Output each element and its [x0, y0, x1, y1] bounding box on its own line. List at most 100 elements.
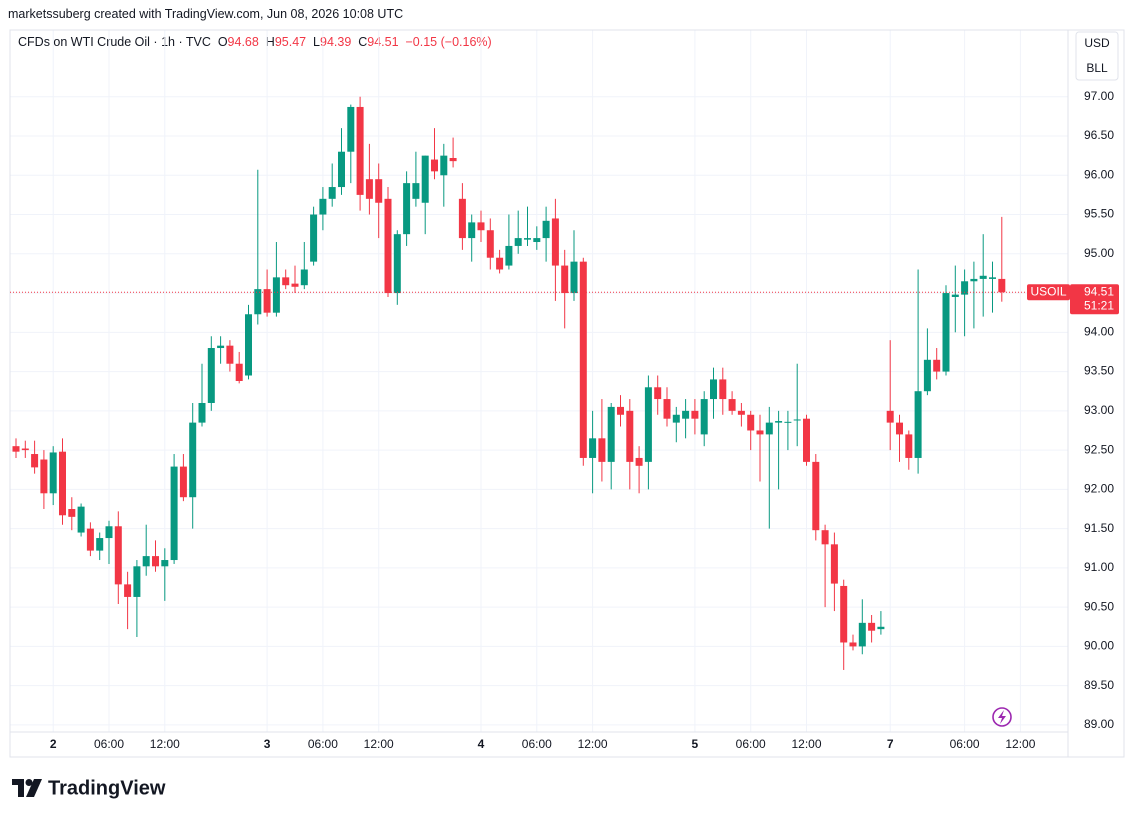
candle-body: [710, 379, 717, 400]
candle-body: [114, 526, 122, 585]
o-label: O: [217, 35, 228, 49]
change: −0.15 (−0.16%): [405, 35, 492, 49]
icon-circle[interactable]: [992, 707, 1012, 727]
candle-body: [905, 434, 913, 458]
candle-body: [152, 556, 159, 567]
price-tag: [1070, 284, 1119, 315]
candle-body: [245, 314, 252, 376]
candle-body: [77, 506, 85, 533]
candle-body: [403, 183, 411, 235]
candle-body: [310, 214, 318, 262]
candle-body: [626, 410, 634, 462]
candle-body: [579, 261, 587, 458]
candle-body: [384, 198, 392, 294]
candle-body: [775, 421, 783, 423]
candle-body: [319, 198, 327, 215]
candle-body: [654, 387, 662, 400]
logo-slash: [26, 779, 42, 797]
y-tick-label: 97.00: [1084, 89, 1114, 103]
candle-body: [923, 359, 931, 392]
x-tick-label: 06:00: [950, 737, 980, 751]
candle-body: [96, 538, 104, 551]
candle-body: [821, 530, 829, 545]
ticker: USOIL: [1030, 284, 1066, 298]
countdown: 51:21: [1084, 298, 1114, 312]
x-tick-label: 12:00: [578, 737, 608, 751]
candle-body: [291, 283, 299, 287]
candle-body: [803, 418, 810, 462]
y-tick-label: 90.50: [1084, 599, 1114, 613]
x-tick-label: 06:00: [308, 737, 338, 751]
candle-body: [161, 560, 169, 567]
unit[interactable]: BLL: [1086, 61, 1108, 75]
frame: [9, 29, 1125, 758]
candle-body: [830, 544, 838, 584]
currency-box[interactable]: [1075, 31, 1119, 81]
candle-body: [235, 363, 243, 381]
icon-bolt[interactable]: [998, 710, 1006, 724]
y-tick-label: 91.50: [1084, 521, 1114, 535]
candle-body: [542, 220, 550, 239]
h-value: 95.47: [274, 35, 307, 49]
alert-icon[interactable]: [992, 707, 1012, 727]
candle-body: [356, 106, 364, 195]
y-tick-label: 93.00: [1084, 403, 1114, 417]
candle-body: [607, 406, 615, 462]
x-tick-label: 12:00: [791, 737, 821, 751]
candle-body: [644, 387, 652, 462]
y-tick-label: 90.00: [1084, 639, 1114, 653]
x-tick-label: 12:00: [364, 737, 394, 751]
grid: [10, 30, 1068, 732]
legend: CFDs on WTI Crude Oil · 1h · TVC O94.68 …: [18, 35, 492, 49]
candle-body: [551, 218, 559, 266]
credit: marketssuberg created with TradingView.c…: [8, 7, 404, 21]
candle-body: [979, 275, 987, 279]
candle-body: [365, 179, 373, 199]
candle-body: [328, 187, 336, 199]
candle-body: [998, 278, 1006, 293]
candle-body: [347, 106, 355, 152]
candle-body: [765, 422, 773, 435]
candle-body: [263, 289, 271, 313]
candle-body: [431, 159, 438, 172]
candle-body: [412, 183, 420, 199]
candle-body: [840, 585, 848, 643]
candle-body: [21, 448, 29, 451]
candle-body: [737, 410, 745, 415]
candle-body: [142, 556, 150, 567]
x-tick-label: 3: [264, 737, 271, 751]
candle-body: [691, 410, 699, 419]
candle-body: [124, 584, 132, 597]
price-value: 94.51: [1084, 284, 1114, 298]
candle-body: [272, 277, 280, 313]
candle-body: [514, 238, 522, 246]
y-tick-label: 94.00: [1084, 324, 1114, 338]
y-tick-label: 93.50: [1084, 364, 1114, 378]
x-tick-label: 06:00: [94, 737, 124, 751]
candle-body: [375, 179, 383, 203]
candle-body: [951, 294, 959, 297]
candle-body: [747, 414, 755, 431]
candle-body: [170, 466, 178, 561]
candle-body: [896, 422, 903, 435]
candle-body: [617, 406, 624, 415]
candle-body: [477, 222, 485, 231]
candle-body: [393, 234, 401, 294]
candle-body: [421, 155, 429, 203]
candle-body: [496, 257, 504, 270]
logo: TradingView: [12, 777, 166, 799]
candle-body: [217, 345, 225, 349]
candle-body: [561, 265, 569, 294]
candle-body: [700, 399, 708, 435]
candle-body: [886, 410, 894, 423]
candle-body: [49, 452, 57, 494]
currency[interactable]: USD: [1084, 36, 1110, 50]
candle-body: [784, 421, 792, 423]
candle-body: [105, 526, 113, 539]
ticker-tag: [1027, 284, 1070, 301]
logo-dot: [25, 779, 33, 786]
candle-body: [458, 198, 466, 239]
x-tick-label: 12:00: [150, 737, 180, 751]
x-tick-label: 5: [692, 737, 699, 751]
